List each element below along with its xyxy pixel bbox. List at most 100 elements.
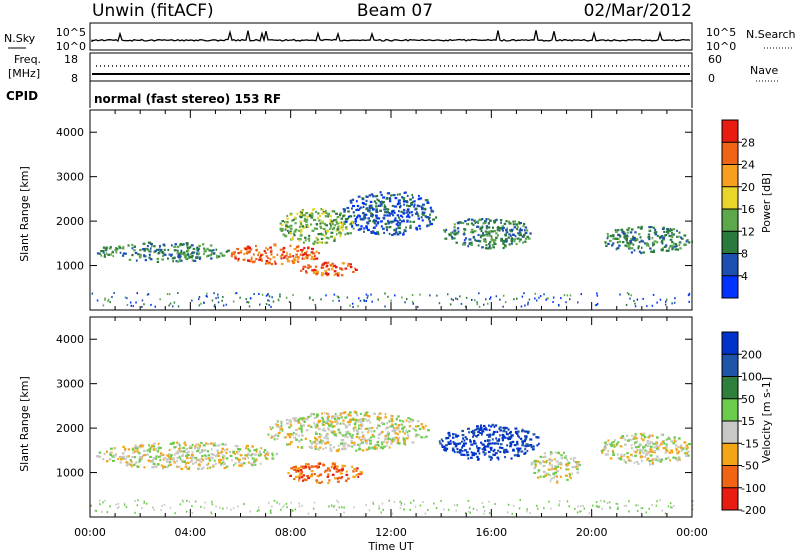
echo-cell xyxy=(321,221,325,224)
echo-cell xyxy=(94,509,96,512)
echo-cell xyxy=(610,234,613,238)
echo-cell xyxy=(130,460,133,463)
echo-cell xyxy=(296,467,299,471)
echo-cell xyxy=(338,431,342,434)
echo-cell xyxy=(497,458,500,461)
echo-cell xyxy=(344,220,348,223)
echo-cell xyxy=(653,458,657,461)
echo-cell xyxy=(665,298,668,301)
echo-cell xyxy=(354,476,356,479)
echo-cell xyxy=(286,433,290,436)
echo-cell xyxy=(336,419,338,422)
echo-cell xyxy=(245,454,248,457)
echo-cell xyxy=(396,433,399,436)
echo-cell xyxy=(381,447,385,450)
echo-cell xyxy=(399,507,402,509)
echo-cell xyxy=(459,221,462,224)
echo-cell xyxy=(291,259,295,263)
echo-cell xyxy=(636,460,639,463)
echo-cell xyxy=(268,299,271,302)
echo-cell xyxy=(470,222,474,225)
echo-cell xyxy=(285,224,288,227)
echo-cell xyxy=(487,232,491,235)
echo-cell xyxy=(477,457,480,461)
echo-cell xyxy=(302,267,305,270)
echo-cell xyxy=(386,426,389,429)
echo-cell xyxy=(362,419,365,422)
echo-cell xyxy=(188,246,191,249)
echo-cell xyxy=(123,448,127,451)
colorbar-tick-label: 24 xyxy=(741,159,755,172)
echo-cell xyxy=(484,439,487,443)
echo-cell xyxy=(480,234,484,237)
echo-cell xyxy=(555,481,559,484)
echo-cell xyxy=(168,448,171,452)
echo-cell xyxy=(316,241,320,244)
echo-cell xyxy=(411,294,414,296)
echo-cell xyxy=(647,244,650,247)
echo-cell xyxy=(312,271,316,274)
echo-cell xyxy=(183,253,187,256)
echo-cell xyxy=(483,303,485,306)
echo-cell xyxy=(651,434,654,437)
echo-cell xyxy=(462,444,466,447)
echo-cell xyxy=(160,453,163,457)
echo-cell xyxy=(454,233,457,236)
echo-cell xyxy=(324,209,327,212)
echo-cell xyxy=(381,502,384,505)
echo-cell xyxy=(639,456,642,459)
echo-cell xyxy=(178,252,181,255)
echo-cell xyxy=(263,451,265,454)
echo-cell xyxy=(177,465,181,468)
echo-cell xyxy=(268,261,271,264)
echo-cell xyxy=(284,228,287,231)
echo-cell xyxy=(343,435,347,438)
echo-cell xyxy=(380,431,383,434)
echo-cell xyxy=(408,425,412,428)
echo-cell xyxy=(209,254,212,257)
echo-cell xyxy=(314,218,317,222)
echo-cell xyxy=(644,449,647,452)
nsky-tick-bottom: 10^0 xyxy=(56,40,86,53)
echo-cell xyxy=(279,428,283,431)
echo-cell xyxy=(271,457,275,460)
echo-cell xyxy=(521,428,524,431)
echo-cell xyxy=(499,434,501,437)
echo-cell xyxy=(497,439,501,442)
echo-cell xyxy=(282,233,285,236)
echo-cell xyxy=(397,200,400,204)
echo-cell xyxy=(603,446,606,450)
echo-cell xyxy=(365,418,367,421)
echo-cell xyxy=(371,215,374,218)
echo-cell xyxy=(300,425,302,428)
echo-cell xyxy=(355,268,358,271)
echo-cell xyxy=(485,298,487,301)
echo-cell xyxy=(442,229,445,232)
velocity-echo-layer xyxy=(90,410,694,515)
echo-cell xyxy=(504,436,507,439)
echo-cell xyxy=(676,229,678,232)
echo-cell xyxy=(361,418,365,421)
echo-cell xyxy=(255,458,258,461)
echo-cell xyxy=(289,420,292,423)
echo-cell xyxy=(166,458,169,461)
echo-cell xyxy=(286,506,288,509)
echo-cell xyxy=(678,458,681,461)
echo-cell xyxy=(376,440,380,444)
echo-cell xyxy=(646,444,650,448)
echo-cell xyxy=(413,200,416,203)
echo-cell xyxy=(472,235,475,239)
echo-cell xyxy=(225,303,228,306)
echo-cell xyxy=(401,420,404,423)
echo-cell xyxy=(349,435,352,438)
echo-cell xyxy=(360,471,364,474)
echo-cell xyxy=(393,437,396,440)
echo-cell xyxy=(356,430,359,433)
echo-cell xyxy=(531,448,535,451)
echo-cell xyxy=(617,453,619,456)
echo-cell xyxy=(304,465,308,468)
echo-cell xyxy=(375,427,379,430)
echo-cell xyxy=(463,243,466,246)
echo-cell xyxy=(356,467,359,470)
